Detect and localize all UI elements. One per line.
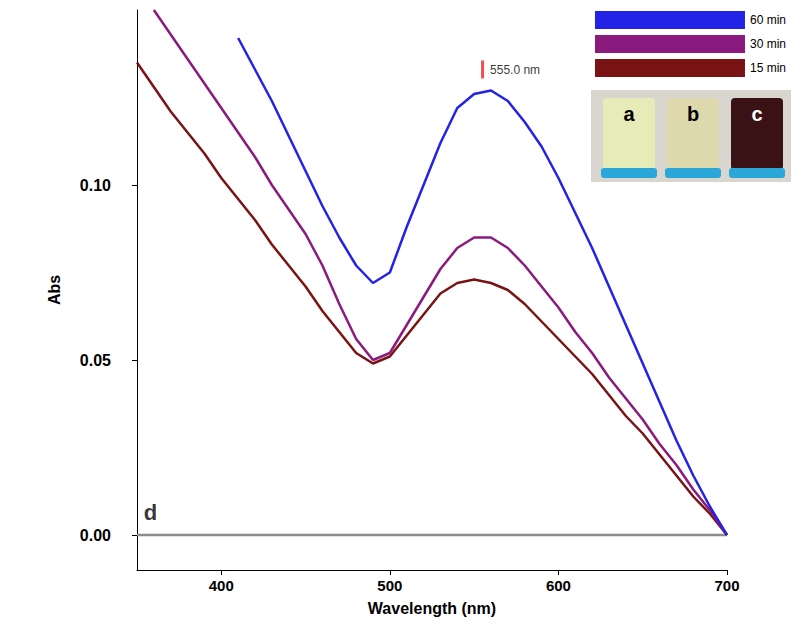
svg-text:400: 400 bbox=[209, 577, 234, 594]
svg-text:0.10: 0.10 bbox=[80, 177, 111, 194]
svg-text:500: 500 bbox=[377, 577, 402, 594]
svg-text:15 min: 15 min bbox=[750, 61, 786, 75]
svg-text:700: 700 bbox=[714, 577, 739, 594]
svg-text:0.05: 0.05 bbox=[80, 352, 111, 369]
svg-text:60 min: 60 min bbox=[750, 13, 786, 27]
svg-text:a: a bbox=[623, 103, 635, 125]
svg-text:Wavelength (nm): Wavelength (nm) bbox=[368, 600, 496, 617]
svg-text:d: d bbox=[144, 500, 157, 525]
svg-text:c: c bbox=[751, 103, 762, 125]
svg-text:30 min: 30 min bbox=[750, 37, 786, 51]
svg-text:0.00: 0.00 bbox=[80, 527, 111, 544]
svg-text:555.0 nm: 555.0 nm bbox=[490, 63, 540, 77]
svg-text:600: 600 bbox=[546, 577, 571, 594]
svg-text:b: b bbox=[687, 103, 699, 125]
svg-text:Abs: Abs bbox=[46, 275, 63, 305]
